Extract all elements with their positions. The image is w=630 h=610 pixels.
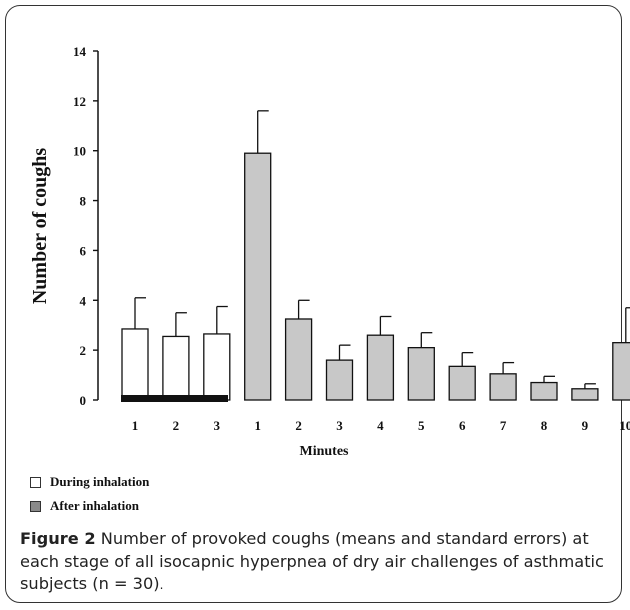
bar-after	[244, 152, 272, 401]
x-axis-ticks: 1 2 3 1 2 3 4 5 6 7 8 9 10	[132, 418, 630, 433]
bar-after	[366, 334, 395, 401]
figure-caption: Figure 2 Number of provoked coughs (mean…	[20, 528, 612, 597]
x-tick-label: 6	[459, 418, 466, 433]
caption-label: Figure 2	[20, 529, 96, 548]
bar-after	[407, 346, 435, 401]
bars	[121, 152, 630, 401]
legend-during: During inhalation	[30, 474, 149, 490]
inhalation-period-bar	[121, 395, 228, 402]
y-tick-label: 0	[80, 393, 87, 408]
figure-frame	[5, 5, 622, 603]
legend-after: After inhalation	[30, 498, 139, 514]
x-tick-label: 1	[254, 418, 261, 433]
y-axis-ticks: 0 2 4 6 8 10 12 14	[73, 44, 98, 408]
bar-after	[612, 342, 630, 401]
x-tick-label: 2	[295, 418, 302, 433]
y-tick-label: 2	[80, 343, 87, 358]
x-tick-label: 8	[541, 418, 548, 433]
bar-after	[530, 381, 558, 401]
y-tick-label: 14	[73, 44, 87, 59]
x-tick-label: 10	[619, 418, 630, 433]
x-axis-label: Minutes	[300, 444, 350, 459]
bar-after	[325, 359, 354, 401]
bar-after	[284, 318, 313, 401]
y-tick-label: 4	[80, 293, 87, 308]
legend-swatch-during	[30, 476, 41, 488]
bar-after	[571, 388, 599, 401]
y-axis-label: Number of coughs	[29, 148, 51, 305]
y-tick-label: 10	[73, 144, 86, 159]
caption-period: .	[159, 578, 164, 592]
bar-after	[448, 365, 476, 401]
legend-label-during: During inhalation	[50, 474, 150, 489]
x-tick-label: 5	[418, 418, 425, 433]
x-tick-label: 2	[173, 418, 180, 433]
bar-during	[162, 335, 190, 401]
error-bars	[134, 110, 630, 389]
x-tick-label: 7	[500, 418, 507, 433]
y-tick-label: 6	[80, 243, 87, 258]
x-tick-label: 3	[214, 418, 221, 433]
x-tick-label: 3	[336, 418, 343, 433]
x-tick-label: 4	[377, 418, 384, 433]
bar-after	[489, 373, 517, 401]
legend-label-after: After inhalation	[50, 498, 139, 513]
y-tick-label: 8	[80, 194, 87, 209]
caption-text: Number of provoked coughs (means and sta…	[20, 529, 604, 593]
x-tick-label: 9	[582, 418, 589, 433]
bar-during	[121, 328, 149, 401]
y-tick-label: 12	[73, 94, 86, 109]
bar-during	[203, 333, 231, 401]
x-tick-label: 1	[132, 418, 139, 433]
legend-swatch-after	[30, 500, 41, 512]
